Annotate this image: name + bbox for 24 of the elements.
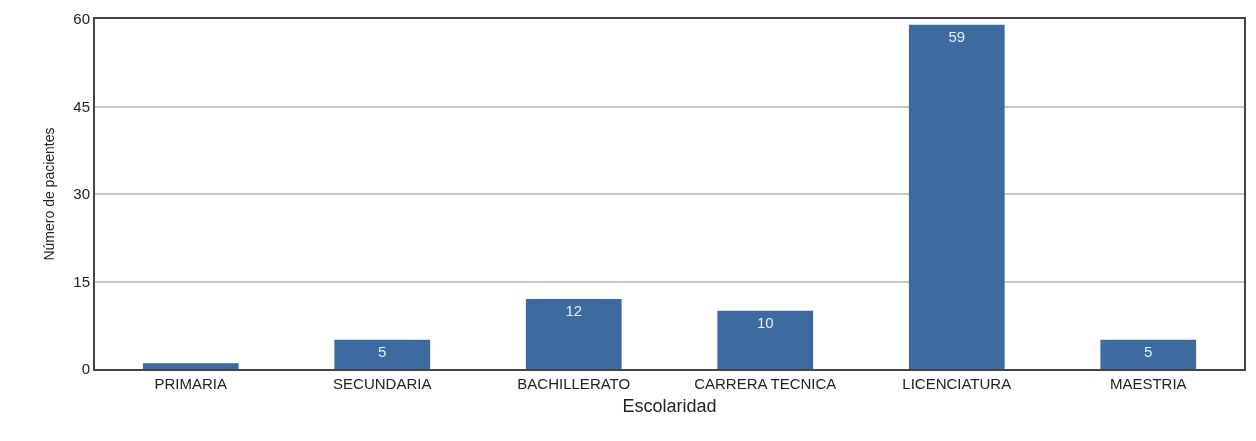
- x-tick-label: MAESTRIA: [1109, 375, 1187, 392]
- bar: [142, 363, 239, 369]
- x-axis-title: Escolaridad: [622, 395, 717, 416]
- x-tick-label: PRIMARIA: [154, 375, 228, 392]
- y-tick-label: 15: [73, 272, 90, 290]
- x-tick-label: BACHILLERATO: [517, 375, 631, 392]
- x-tick-label: CARRERA TECNICA: [694, 375, 837, 392]
- data-label: 12: [565, 302, 583, 319]
- y-tick-label: 45: [73, 97, 90, 115]
- y-tick-label: 30: [73, 185, 90, 203]
- data-label: 59: [948, 27, 966, 45]
- bar: [525, 299, 622, 369]
- x-tick-label: LICENCIATURA: [902, 375, 1012, 392]
- data-label: 10: [756, 313, 774, 331]
- bar: [908, 24, 1005, 369]
- y-tick-label: 60: [73, 10, 90, 28]
- y-tick-label: 0: [81, 360, 90, 378]
- bar: [334, 339, 431, 369]
- bar: [717, 310, 814, 369]
- bar: [1100, 339, 1197, 369]
- data-label: 5: [1144, 342, 1153, 360]
- x-tick-label: SECUNDARIA: [333, 375, 432, 392]
- data-label: 5: [378, 342, 387, 360]
- y-axis-title: Número de pacientes: [41, 127, 58, 261]
